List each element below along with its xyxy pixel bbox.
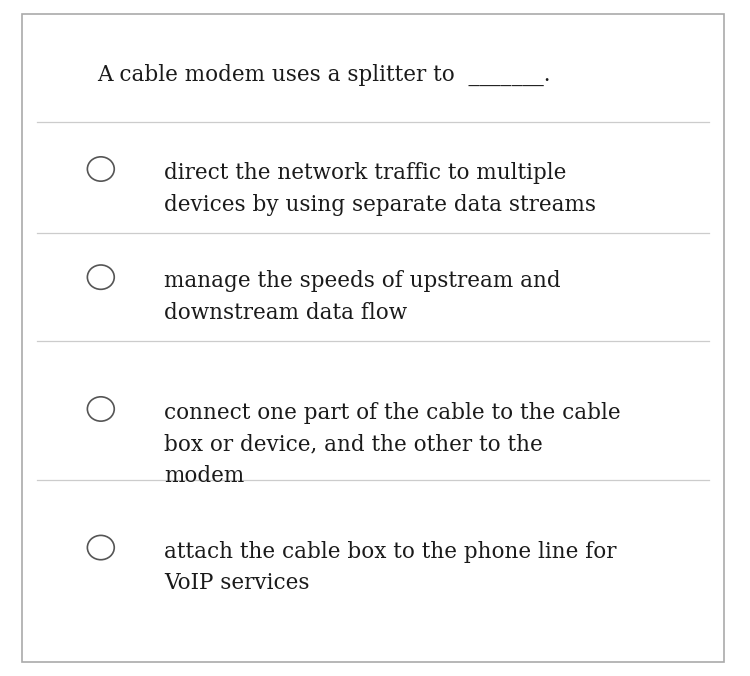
Text: connect one part of the cable to the cable
box or device, and the other to the
m: connect one part of the cable to the cab… <box>164 402 621 487</box>
Text: A cable modem uses a splitter to  _______.: A cable modem uses a splitter to _______… <box>97 64 550 87</box>
FancyBboxPatch shape <box>22 14 724 662</box>
Text: direct the network traffic to multiple
devices by using separate data streams: direct the network traffic to multiple d… <box>164 162 596 216</box>
Text: manage the speeds of upstream and
downstream data flow: manage the speeds of upstream and downst… <box>164 270 561 324</box>
Text: attach the cable box to the phone line for
VoIP services: attach the cable box to the phone line f… <box>164 541 616 594</box>
